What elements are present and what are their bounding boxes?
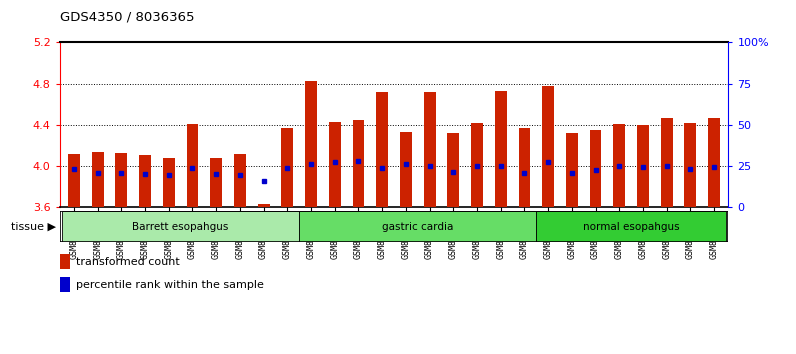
Bar (400, 132, 412, 207)
Bar (68, 154, 80, 207)
Bar (614, 124, 625, 207)
Bar (234, 154, 246, 207)
Text: Barrett esopahgus: Barrett esopahgus (132, 222, 228, 232)
Bar (590, 130, 602, 207)
Bar (282, 128, 293, 207)
Bar (92, 152, 103, 207)
Bar (423, 92, 435, 207)
Text: normal esopahgus: normal esopahgus (583, 222, 680, 232)
Bar (210, 158, 222, 207)
Text: transformed count: transformed count (76, 257, 179, 268)
Bar (661, 118, 673, 207)
Bar (685, 123, 696, 207)
Bar (471, 123, 483, 207)
Bar (518, 128, 530, 207)
Bar (708, 118, 720, 207)
Bar (329, 122, 341, 207)
Bar (163, 158, 174, 207)
Bar (115, 153, 127, 207)
Text: tissue ▶: tissue ▶ (10, 222, 56, 232)
Bar (139, 155, 151, 207)
Bar (186, 124, 198, 207)
Bar (566, 133, 578, 207)
Bar (495, 91, 506, 207)
Bar (377, 92, 388, 207)
Bar (258, 204, 270, 207)
Bar (353, 120, 365, 207)
Text: percentile rank within the sample: percentile rank within the sample (76, 280, 263, 291)
Bar (537, 211, 726, 242)
Bar (542, 86, 554, 207)
Bar (447, 133, 459, 207)
Bar (60, 254, 70, 269)
Bar (305, 81, 317, 207)
Text: gastric cardia: gastric cardia (382, 222, 454, 232)
Bar (299, 211, 537, 242)
Bar (62, 211, 299, 242)
Bar (637, 125, 649, 207)
Text: GDS4350 / 8036365: GDS4350 / 8036365 (60, 11, 194, 24)
Bar (60, 277, 70, 292)
